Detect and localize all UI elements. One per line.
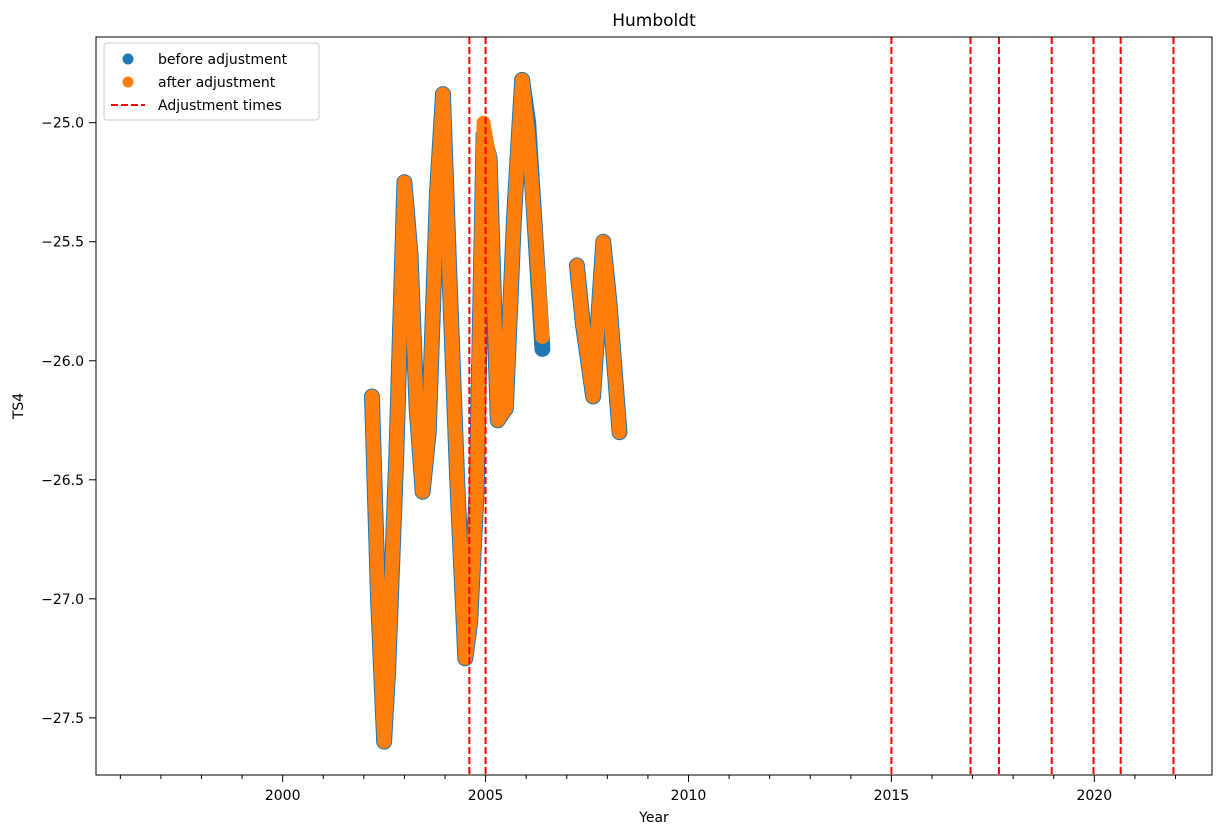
data-point-after xyxy=(535,329,550,344)
data-point-before xyxy=(534,340,551,357)
chart-title: Humboldt xyxy=(612,11,696,31)
y-tick-label: −25.0 xyxy=(41,116,84,132)
y-tick-label: −27.0 xyxy=(41,592,84,608)
y-axis-title: TS4 xyxy=(11,393,27,420)
y-axis: −25.0 −25.5 −26.0 −26.5 −27.0 −27.5 xyxy=(41,116,96,727)
x-tick-label: 2010 xyxy=(671,788,707,804)
plot-area xyxy=(363,37,1175,775)
legend-label-adjustment: Adjustment times xyxy=(158,98,282,114)
legend-box xyxy=(103,42,320,121)
x-tick-label: 2000 xyxy=(265,788,301,804)
y-tick-label: −26.5 xyxy=(41,473,84,489)
data-point-after xyxy=(612,425,627,440)
legend: before adjustment after adjustment Adjus… xyxy=(103,42,320,121)
adjustment-lines xyxy=(468,37,1175,775)
y-tick-label: −25.5 xyxy=(41,235,84,251)
y-tick-label: −26.0 xyxy=(41,354,84,370)
legend-marker-after xyxy=(122,76,134,88)
axes-frame xyxy=(95,36,1213,776)
legend-label-before: before adjustment xyxy=(158,52,288,68)
legend-label-after: after adjustment xyxy=(158,75,276,91)
legend-marker-before xyxy=(122,53,134,65)
x-tick-label: 2005 xyxy=(468,788,504,804)
x-axis-title: Year xyxy=(638,810,669,826)
x-axis: 2000 2005 2010 2015 2020 xyxy=(119,775,1176,804)
x-tick-label: 2020 xyxy=(1076,788,1112,804)
x-tick-label: 2015 xyxy=(874,788,910,804)
series-after xyxy=(364,72,627,749)
y-tick-label: −27.5 xyxy=(41,711,84,727)
